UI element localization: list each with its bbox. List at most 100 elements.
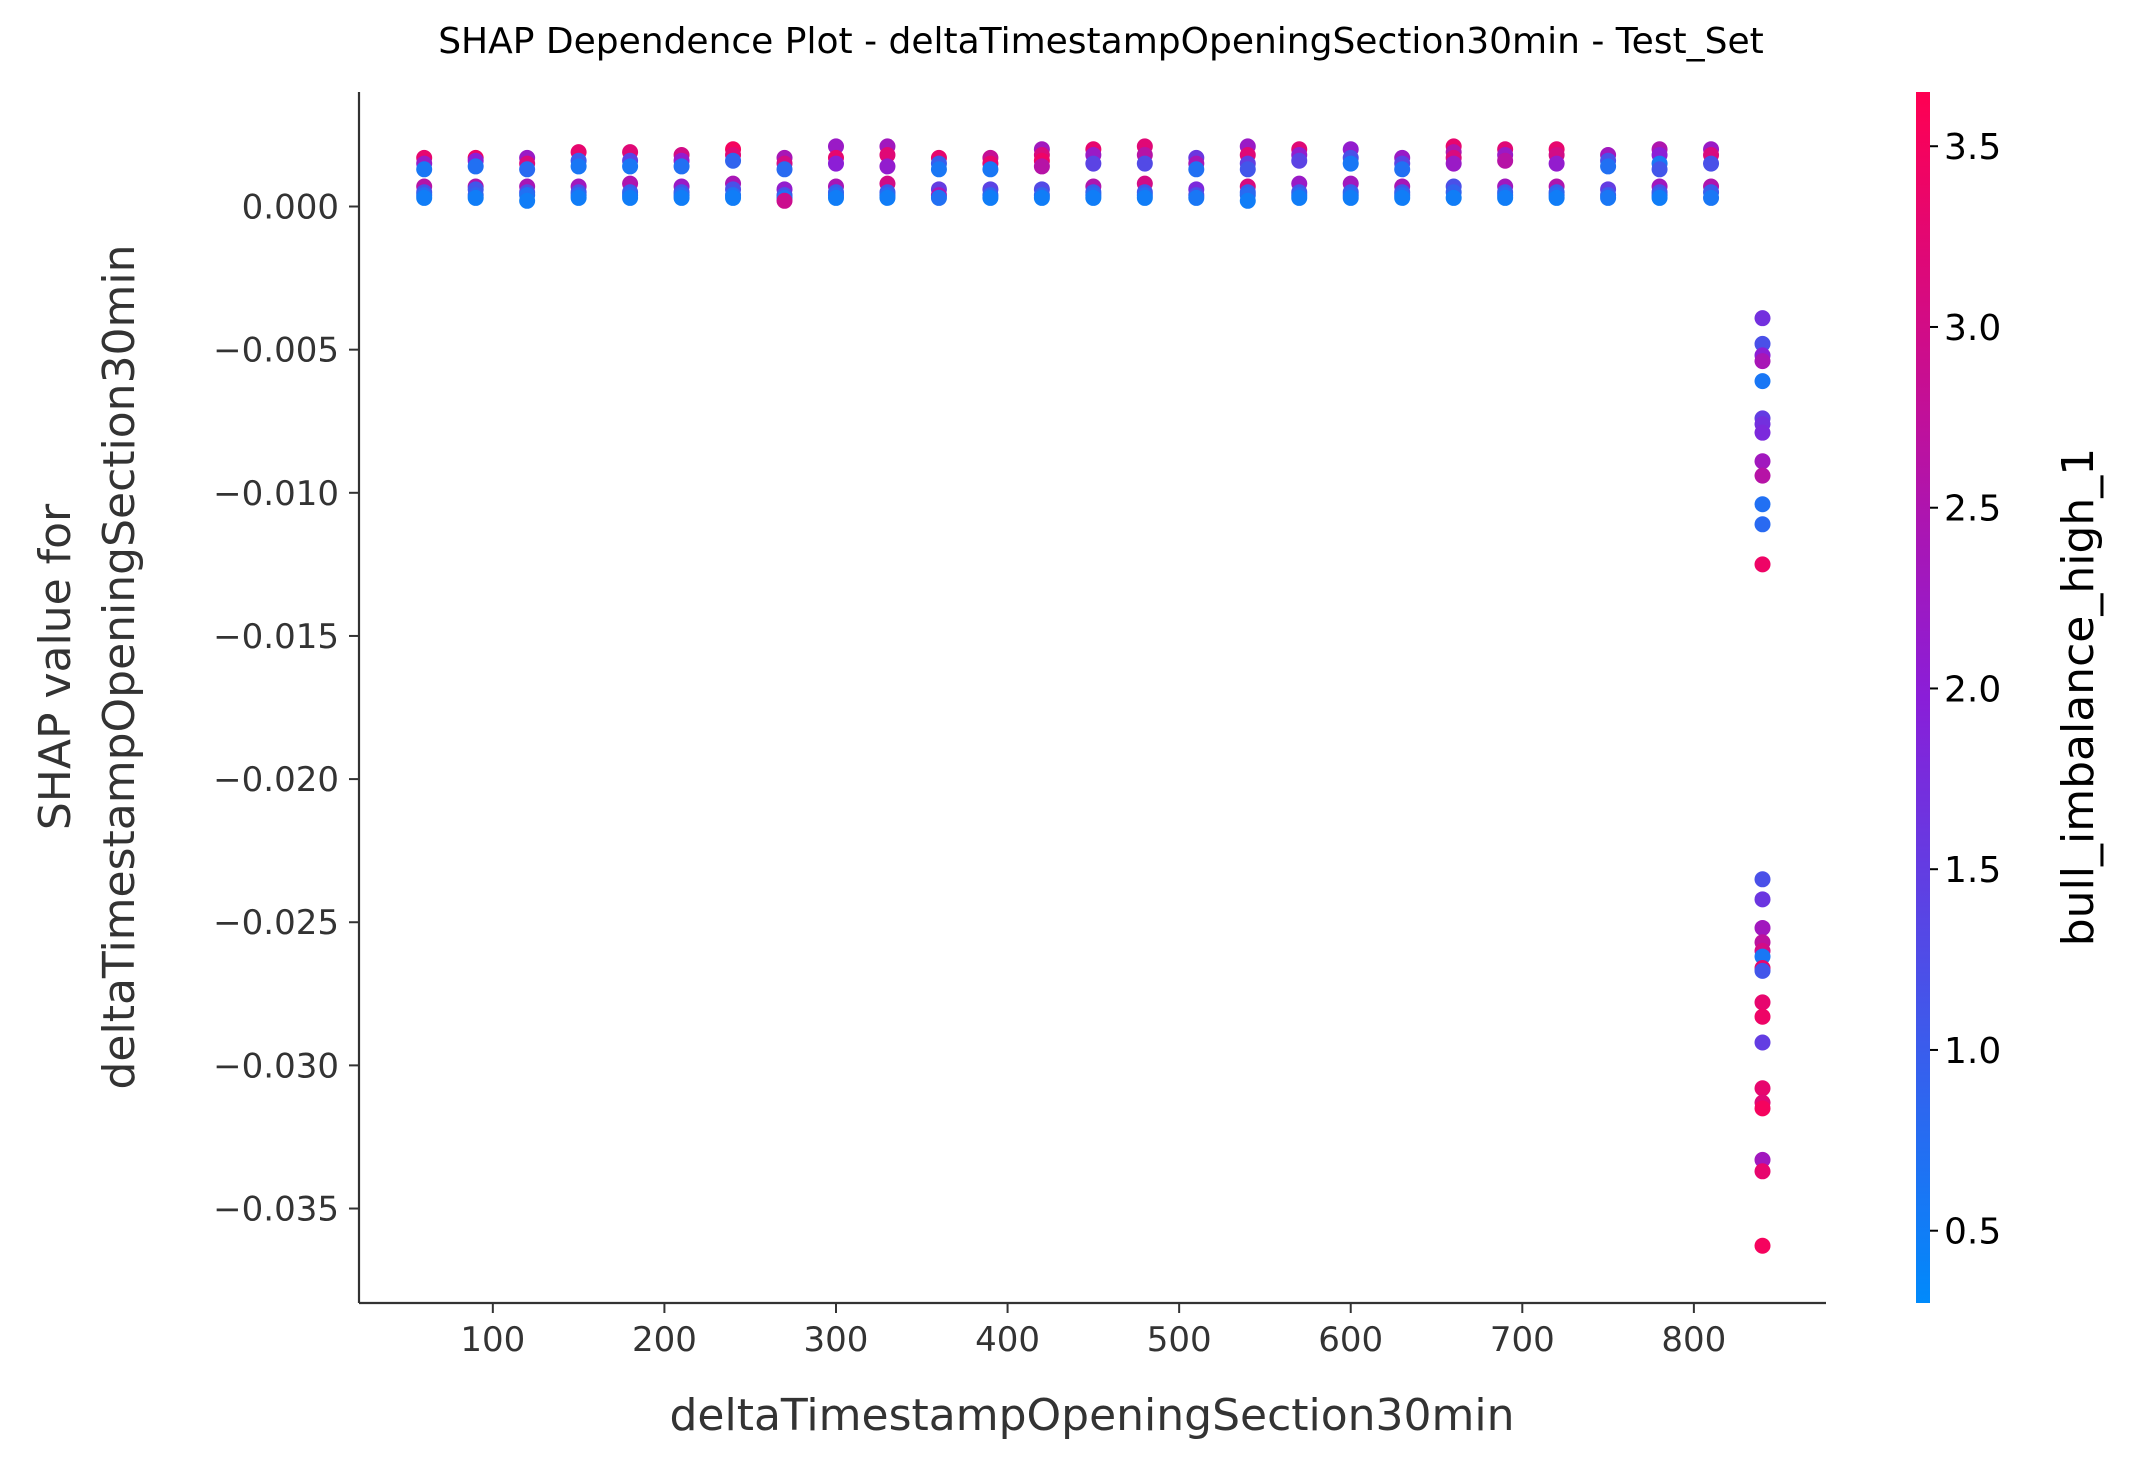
scatter-point	[1033, 189, 1050, 206]
scatter-point	[1445, 189, 1462, 206]
x-axis-ticks: 100 200 300 400 500 600 700 800	[460, 1303, 1726, 1360]
x-tick-label: 700	[1490, 1320, 1555, 1360]
scatter-point	[1188, 161, 1205, 178]
scatter-point	[1651, 161, 1668, 178]
scatter-point	[1754, 891, 1771, 908]
x-tick-label: 600	[1318, 1320, 1383, 1360]
scatter-point	[1342, 189, 1359, 206]
colorbar-tick-label: 1.0	[1944, 1031, 2001, 1072]
scatter-point	[1754, 994, 1771, 1011]
y-tick-label: 0.000	[242, 188, 339, 228]
y-tick-label: −0.030	[213, 1046, 339, 1086]
scatter-point	[1291, 189, 1308, 206]
scatter-point	[1548, 189, 1565, 206]
scatter-point	[416, 161, 433, 178]
scatter-point	[1754, 919, 1771, 936]
y-axis-ticks: 0.000 −0.005 −0.010 −0.015 −0.020 −0.025 −0.03…	[213, 188, 359, 1230]
scatter-point	[467, 158, 484, 175]
x-tick-label: 500	[1147, 1320, 1212, 1360]
scatter-point	[467, 189, 484, 206]
scatter-point	[879, 158, 896, 175]
scatter-point	[879, 146, 896, 163]
scatter-point	[1754, 948, 1771, 965]
scatter-point	[1497, 189, 1514, 206]
scatter-point	[1600, 189, 1617, 206]
scatter-point	[725, 189, 742, 206]
scatter-point	[1754, 373, 1771, 390]
colorbar-ticks: 0.5 1.0 1.5 2.0 2.5 3.0 3.5	[1930, 127, 2001, 1253]
scatter-point	[1703, 155, 1720, 172]
scatter-point	[519, 161, 536, 178]
colorbar-tick-label: 3.0	[1944, 308, 2001, 349]
scatter-point	[1754, 335, 1771, 352]
y-axis-label-line2: deltaTimestampOpeningSection30min	[94, 244, 145, 1089]
x-tick-label: 800	[1661, 1320, 1726, 1360]
scatter-point	[1703, 189, 1720, 206]
scatter-point	[622, 158, 639, 175]
scatter-point	[673, 158, 690, 175]
scatter-point	[1239, 161, 1256, 178]
scatter-point	[879, 189, 896, 206]
scatter-point	[1033, 158, 1050, 175]
scatter-point	[930, 189, 947, 206]
scatter-point	[622, 189, 639, 206]
scatter-point	[776, 161, 793, 178]
scatter-point	[1754, 1151, 1771, 1168]
scatter-point	[1085, 189, 1102, 206]
scatter-point	[1497, 152, 1514, 169]
scatter-point	[725, 152, 742, 169]
scatter-point	[930, 161, 947, 178]
colorbar	[1916, 92, 1930, 1303]
scatter-point	[1600, 158, 1617, 175]
scatter-point	[1754, 496, 1771, 513]
scatter-point	[827, 155, 844, 172]
scatter-point	[1754, 1100, 1771, 1117]
colorbar-tick-label: 2.0	[1944, 669, 2001, 710]
scatter-point	[1754, 962, 1771, 979]
scatter-point	[416, 189, 433, 206]
scatter-point	[1394, 189, 1411, 206]
scatter-point	[1754, 1237, 1771, 1254]
y-tick-label: −0.020	[213, 760, 339, 800]
scatter-point	[1291, 152, 1308, 169]
scatter-point	[827, 138, 844, 155]
scatter-points	[416, 138, 1771, 1254]
chart-title: SHAP Dependence Plot - deltaTimestampOpe…	[438, 21, 1764, 62]
scatter-point	[1754, 310, 1771, 327]
scatter-point	[1754, 453, 1771, 470]
y-tick-label: −0.035	[213, 1190, 339, 1230]
scatter-point	[776, 192, 793, 209]
scatter-point	[1754, 467, 1771, 484]
scatter-point	[570, 158, 587, 175]
colorbar-tick-label: 0.5	[1944, 1212, 2001, 1253]
x-axis-label: deltaTimestampOpeningSection30min	[669, 1390, 1514, 1441]
scatter-point	[1548, 155, 1565, 172]
scatter-point	[1651, 189, 1668, 206]
y-tick-label: −0.025	[213, 903, 339, 943]
colorbar-label: bull_imbalance_high_1	[2053, 448, 2104, 947]
scatter-point	[827, 189, 844, 206]
y-axis-label-line1: SHAP value for	[30, 503, 81, 830]
scatter-point	[1754, 1008, 1771, 1025]
scatter-point	[982, 189, 999, 206]
scatter-point	[1754, 1080, 1771, 1097]
scatter-point	[1754, 871, 1771, 888]
scatter-point	[1754, 1034, 1771, 1051]
scatter-point	[1136, 155, 1153, 172]
scatter-point	[1136, 189, 1153, 206]
scatter-point	[1445, 155, 1462, 172]
scatter-point	[519, 192, 536, 209]
colorbar-tick-label: 2.5	[1944, 489, 2001, 530]
scatter-point	[1394, 161, 1411, 178]
colorbar-tick-label: 1.5	[1944, 850, 2001, 891]
x-tick-label: 100	[460, 1320, 525, 1360]
scatter-point	[1754, 424, 1771, 441]
scatter-point	[1239, 192, 1256, 209]
y-tick-label: −0.005	[213, 331, 339, 371]
scatter-point	[1754, 556, 1771, 573]
scatter-point	[1754, 1163, 1771, 1180]
scatter-point	[673, 189, 690, 206]
x-tick-label: 300	[804, 1320, 869, 1360]
scatter-point	[1342, 155, 1359, 172]
scatter-point	[570, 189, 587, 206]
